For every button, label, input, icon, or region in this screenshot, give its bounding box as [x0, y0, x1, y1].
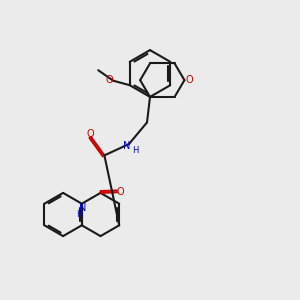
Text: N: N [123, 141, 130, 151]
Text: H: H [132, 146, 139, 155]
Text: O: O [185, 75, 193, 85]
Text: N: N [79, 203, 86, 213]
Text: O: O [116, 187, 124, 197]
Text: O: O [106, 75, 113, 85]
Text: H: H [76, 210, 83, 219]
Text: O: O [86, 129, 94, 140]
